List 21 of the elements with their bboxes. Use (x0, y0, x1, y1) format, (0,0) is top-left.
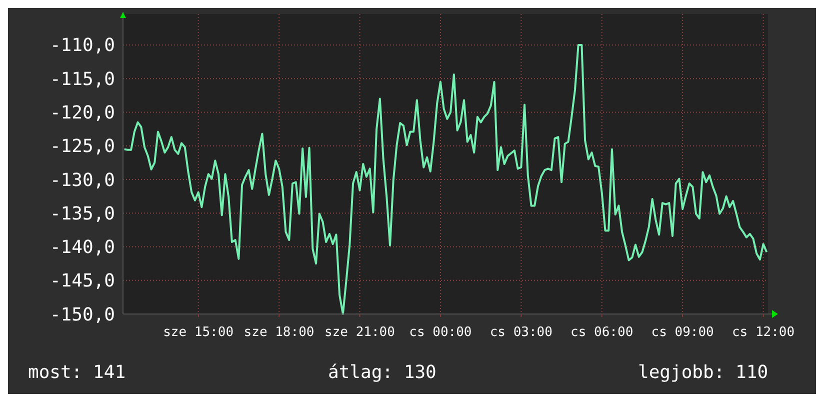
y-tick-label: -140,0 (50, 237, 115, 258)
y-tick-label: -135,0 (50, 203, 115, 224)
x-tick-label: cs 12:00 (732, 325, 795, 340)
text: legjobb: 110 (638, 362, 768, 383)
y-tick-label: -115,0 (50, 68, 115, 90)
x-tick-label: cs 06:00 (570, 325, 634, 340)
line-series (123, 44, 768, 315)
y-tick-label: -110,0 (50, 35, 115, 56)
y-tick-label: -130,0 (50, 170, 115, 191)
x-tick-label: cs 00:00 (409, 325, 472, 340)
x-tick-label: sze 15:00 (163, 325, 234, 340)
x-tick-label: cs 03:00 (490, 325, 552, 340)
text: most: 141 (28, 362, 126, 383)
x-tick-label: sze 21:00 (324, 325, 395, 340)
y-tick-label: -125,0 (50, 136, 115, 158)
x-tick-label: cs 09:00 (651, 325, 714, 340)
x-tick-label: sze 18:00 (244, 325, 314, 340)
text: átlag: 130 (328, 362, 436, 383)
y-tick-label: -145,0 (50, 270, 115, 292)
y-tick-label: -120,0 (50, 102, 115, 124)
y-tick-label: -150,0 (50, 304, 115, 326)
